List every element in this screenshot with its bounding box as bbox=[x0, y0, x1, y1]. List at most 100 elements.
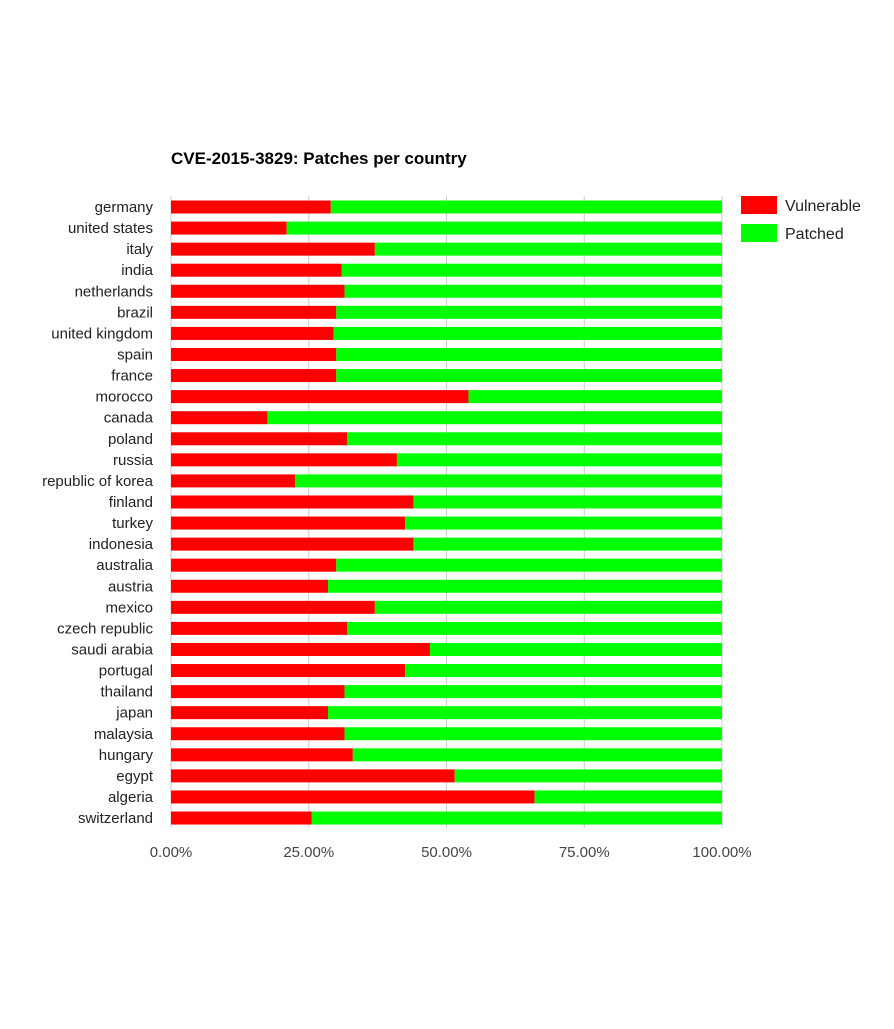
x-tick-label: 100.00% bbox=[692, 844, 751, 861]
legend-swatch bbox=[741, 196, 777, 214]
bar-vulnerable bbox=[171, 727, 345, 741]
category-label: egypt bbox=[116, 768, 154, 785]
bar-vulnerable bbox=[171, 326, 334, 340]
bar-patched bbox=[333, 326, 722, 340]
bar-vulnerable bbox=[171, 790, 535, 804]
category-label: hungary bbox=[99, 747, 154, 764]
category-label: morocco bbox=[95, 389, 153, 406]
x-tick-label: 25.00% bbox=[283, 844, 334, 861]
bar-vulnerable bbox=[171, 284, 345, 298]
category-label: russia bbox=[113, 452, 154, 469]
bar-patched bbox=[405, 516, 722, 530]
bar-vulnerable bbox=[171, 495, 414, 509]
bar-patched bbox=[413, 495, 722, 509]
legend-label: Patched bbox=[785, 226, 844, 243]
bar-patched bbox=[336, 305, 722, 319]
category-label: canada bbox=[104, 410, 154, 427]
category-label: turkey bbox=[112, 515, 153, 532]
category-label: malaysia bbox=[94, 726, 154, 743]
bar-vulnerable bbox=[171, 558, 337, 572]
bar-patched bbox=[454, 769, 722, 783]
bar-patched bbox=[405, 664, 722, 678]
bar-patched bbox=[336, 369, 722, 383]
chart-title: CVE-2015-3829: Patches per country bbox=[171, 149, 467, 168]
legend-swatch bbox=[741, 224, 777, 242]
category-label: japan bbox=[115, 705, 153, 722]
bar-patched bbox=[413, 537, 722, 551]
bar-patched bbox=[344, 284, 722, 298]
legend: Vulnerable Patched bbox=[741, 196, 861, 243]
category-label: germany bbox=[95, 199, 154, 216]
bar-patched bbox=[347, 621, 722, 635]
category-label: algeria bbox=[108, 789, 154, 806]
category-label: mexico bbox=[105, 599, 153, 616]
bar-patched bbox=[311, 811, 722, 825]
bar-vulnerable bbox=[171, 369, 337, 383]
category-label: netherlands bbox=[75, 283, 153, 300]
category-label: austria bbox=[108, 578, 154, 595]
bar-patched bbox=[374, 242, 722, 256]
bar-vulnerable bbox=[171, 411, 268, 425]
bar-patched bbox=[336, 558, 722, 572]
bar-vulnerable bbox=[171, 474, 295, 488]
category-label: united kingdom bbox=[51, 325, 153, 342]
x-tick-label: 75.00% bbox=[559, 844, 610, 861]
bar-patched bbox=[267, 411, 722, 425]
bar-patched bbox=[468, 390, 722, 404]
category-label: united states bbox=[68, 220, 153, 237]
bar-vulnerable bbox=[171, 664, 406, 678]
bar-patched bbox=[330, 200, 722, 214]
bar-vulnerable bbox=[171, 221, 287, 235]
bar-vulnerable bbox=[171, 600, 375, 614]
bar-vulnerable bbox=[171, 305, 337, 319]
category-label: italy bbox=[126, 241, 153, 258]
category-label: switzerland bbox=[78, 810, 153, 827]
bar-vulnerable bbox=[171, 621, 348, 635]
category-label: spain bbox=[117, 346, 153, 363]
category-label: czech republic bbox=[57, 620, 153, 637]
bar-patched bbox=[534, 790, 722, 804]
bar-vulnerable bbox=[171, 347, 337, 361]
bar-patched bbox=[347, 432, 722, 446]
bar-vulnerable bbox=[171, 579, 329, 593]
bar-vulnerable bbox=[171, 642, 430, 656]
category-label: australia bbox=[96, 557, 153, 574]
category-label: thailand bbox=[100, 684, 153, 701]
bar-patched bbox=[294, 474, 722, 488]
bar-patched bbox=[336, 347, 722, 361]
bar-patched bbox=[341, 263, 722, 277]
x-tick-labels: 0.00% 25.00% 50.00% 75.00% 100.00% bbox=[150, 844, 752, 861]
bar-patched bbox=[429, 642, 722, 656]
bar-vulnerable bbox=[171, 390, 469, 404]
bar-vulnerable bbox=[171, 685, 345, 699]
bar-patched bbox=[374, 600, 722, 614]
x-tick-label: 0.00% bbox=[150, 844, 193, 861]
category-label: republic of korea bbox=[42, 473, 154, 490]
category-label: finland bbox=[109, 494, 153, 511]
bar-patched bbox=[396, 453, 722, 467]
bar-vulnerable bbox=[171, 453, 397, 467]
bar-patched bbox=[286, 221, 722, 235]
bar-vulnerable bbox=[171, 263, 342, 277]
bar-vulnerable bbox=[171, 242, 375, 256]
gridlines bbox=[170, 196, 723, 828]
bar-patched bbox=[328, 706, 722, 720]
legend-label: Vulnerable bbox=[785, 198, 861, 215]
bar-vulnerable bbox=[171, 432, 348, 446]
bar-patched bbox=[352, 748, 722, 762]
bar-vulnerable bbox=[171, 811, 312, 825]
category-label: indonesia bbox=[89, 536, 154, 553]
bar-vulnerable bbox=[171, 706, 329, 720]
category-label: portugal bbox=[99, 663, 153, 680]
bar-patched bbox=[344, 727, 722, 741]
bar-patched bbox=[328, 579, 722, 593]
category-label: france bbox=[111, 368, 153, 385]
bar-vulnerable bbox=[171, 537, 414, 551]
x-tick-label: 50.00% bbox=[421, 844, 472, 861]
bar-vulnerable bbox=[171, 769, 455, 783]
bar-vulnerable bbox=[171, 748, 353, 762]
category-labels: germany united states italy india netherland… bbox=[42, 199, 154, 827]
bar-vulnerable bbox=[171, 516, 406, 530]
